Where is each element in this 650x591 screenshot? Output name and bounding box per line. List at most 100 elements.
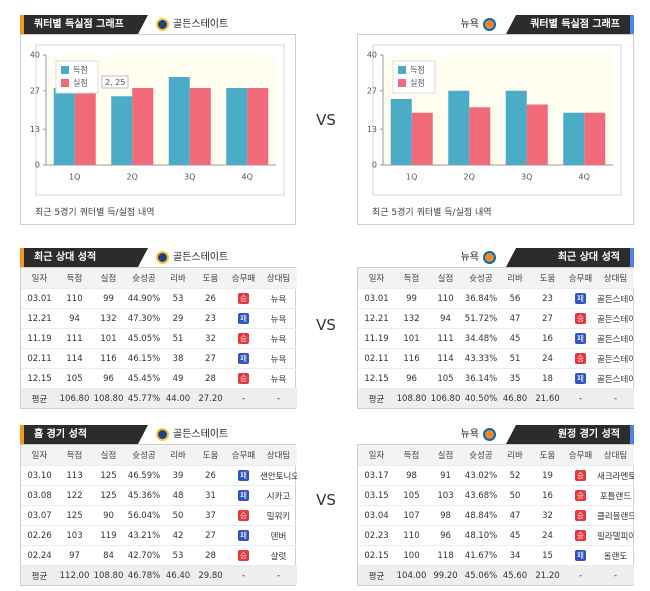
- header-title: 쿼터별 득실점 그래프: [506, 15, 634, 34]
- legend-label: 실점: [410, 78, 425, 88]
- table-cell: 113: [58, 465, 91, 486]
- average-cell: 27.20: [194, 388, 227, 408]
- table-cell: 밀워키: [260, 505, 297, 526]
- table-cell: 107: [395, 505, 428, 526]
- table-cell: 덴버: [260, 525, 297, 546]
- bar: [505, 90, 527, 165]
- table-cell: 43.68%: [463, 485, 499, 506]
- table-cell: 42: [162, 525, 194, 546]
- table-row: 03.08 122 125 45.36% 48 31 패 시카고: [21, 485, 297, 506]
- table-cell: 패: [564, 288, 597, 309]
- tooltip-text: 2, 25: [105, 78, 125, 87]
- average-cell: -: [260, 565, 297, 585]
- column-header: 일자: [21, 445, 58, 466]
- column-header: 실점: [428, 445, 463, 466]
- table-cell: 110: [395, 525, 428, 546]
- table-cell: 45: [499, 328, 531, 349]
- result-badge: 패: [575, 373, 586, 384]
- team-logo: [156, 251, 169, 264]
- table-cell: 36.84%: [463, 288, 499, 309]
- average-cell: 106.80: [58, 388, 91, 408]
- table-row: 03.15 105 103 43.68% 50 16 승 포틀랜드: [358, 485, 634, 506]
- table-cell: 90: [91, 505, 126, 526]
- stats-table: 일자 득점 실점 슛성공 리바 도움 승무패 상대팀 03.01 110 99 44.90% 53 26 승…: [21, 268, 297, 408]
- table-cell: 승: [564, 465, 597, 486]
- table-cell: 패: [564, 545, 597, 566]
- bar: [411, 112, 433, 165]
- stats-table: 일자 득점 실점 슛성공 리바 도움 승무패 상대팀 03.10 113 125 46.59% 39 26…: [21, 445, 297, 585]
- table-cell: 132: [395, 308, 428, 329]
- table-cell: 132: [91, 308, 126, 329]
- bar: [132, 88, 154, 165]
- table-cell: 96: [395, 368, 428, 389]
- table-cell: 46.15%: [126, 348, 162, 369]
- table-panel: 일자 득점 실점 슛성공 리바 도움 승무패 상대팀 03.01 99 110 36.84% 56 23 패…: [357, 267, 634, 409]
- bar: [74, 85, 96, 165]
- table-cell: 39: [162, 465, 194, 486]
- table-cell: 패: [564, 328, 597, 349]
- result-badge: 승: [575, 470, 586, 481]
- column-header: 승무패: [564, 268, 597, 289]
- table-cell: 승: [564, 348, 597, 369]
- average-cell: -: [564, 388, 597, 408]
- table-cell: 16: [531, 485, 564, 506]
- table-cell: 110: [428, 288, 463, 309]
- legend-swatch: [61, 66, 69, 74]
- table-cell: 34.48%: [463, 328, 499, 349]
- table-cell: 51: [499, 348, 531, 369]
- team-text: 뉴욕: [460, 252, 479, 263]
- table-panel: 일자 득점 실점 슛성공 리바 도움 승무패 상대팀 03.01 110 99 44.90% 53 26 승…: [20, 267, 297, 409]
- bar: [469, 107, 491, 165]
- table-cell: 101: [91, 328, 126, 349]
- table-cell: 23: [194, 308, 227, 329]
- table-row: 02.11 114 116 46.15% 38 27 패 뉴욕: [21, 348, 297, 369]
- table-cell: 105: [428, 368, 463, 389]
- column-header: 승무패: [227, 445, 260, 466]
- table-cell: 골든스테이트: [597, 328, 634, 349]
- table-cell: 골든스테이트: [597, 348, 634, 369]
- y-tick-label: 0: [35, 161, 40, 170]
- average-cell: 112.00: [58, 565, 91, 585]
- table-cell: 51: [162, 328, 194, 349]
- table-cell: 11.19: [21, 328, 58, 349]
- chart-panel: 0 13 27 40 1Q 2Q 3Q 4Q 득점 실점 2, 25 최근 5경기 쿼터별 득/실점 …: [20, 34, 296, 225]
- x-tick-label: 3Q: [184, 173, 195, 182]
- table-cell: 클리블랜드: [597, 505, 634, 526]
- average-cell: 46.40: [162, 565, 194, 585]
- average-cell: 108.80: [395, 388, 428, 408]
- legend-label: 실점: [73, 78, 88, 88]
- table-cell: 23: [531, 288, 564, 309]
- table-cell: 84: [91, 545, 126, 566]
- y-tick-label: 27: [367, 86, 377, 95]
- legend-label: 득점: [410, 65, 425, 75]
- table-cell: 03.04: [358, 505, 395, 526]
- table-cell: 118: [428, 545, 463, 566]
- table-cell: 28: [194, 368, 227, 389]
- stats-table: 일자 득점 실점 슛성공 리바 도움 승무패 상대팀 03.01 99 110 36.84% 56 23 패…: [358, 268, 634, 408]
- result-badge: 패: [238, 470, 249, 481]
- column-header: 일자: [21, 268, 58, 289]
- table-row: 03.01 110 99 44.90% 53 26 승 뉴욕: [21, 288, 297, 309]
- table-cell: 116: [395, 348, 428, 369]
- table-cell: 02.11: [358, 348, 395, 369]
- result-badge: 승: [238, 510, 249, 521]
- team-name: 뉴욕: [461, 15, 496, 34]
- table-cell: 12.15: [358, 368, 395, 389]
- result-badge: 승: [575, 530, 586, 541]
- average-cell: 21.60: [531, 388, 564, 408]
- table-cell: 56: [499, 288, 531, 309]
- table-cell: 122: [58, 485, 91, 506]
- table-cell: 뉴욕: [260, 368, 297, 389]
- table-cell: 03.08: [21, 485, 58, 506]
- vs-label: VS: [316, 316, 336, 334]
- table-cell: 119: [91, 525, 126, 546]
- table-cell: 42.70%: [126, 545, 162, 566]
- table-cell: 패: [227, 465, 260, 486]
- table-cell: 28: [194, 545, 227, 566]
- table-cell: 43.33%: [463, 348, 499, 369]
- panel-header: 원정 경기 성적 뉴욕: [357, 425, 634, 444]
- table-panel: 일자 득점 실점 슛성공 리바 도움 승무패 상대팀 03.10 113 125 46.59% 39 26…: [20, 444, 297, 586]
